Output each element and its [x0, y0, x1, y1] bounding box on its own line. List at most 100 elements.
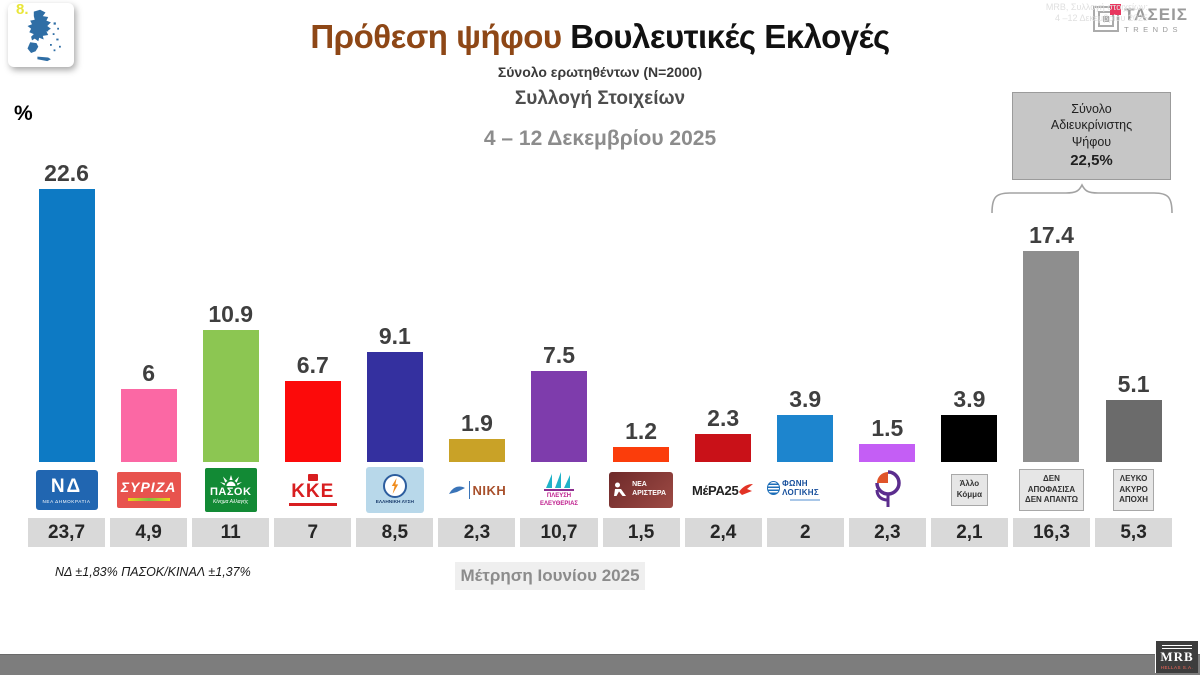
previous-value-niki: 2,3	[438, 518, 516, 547]
party-label-line: ΔΕΝ	[1043, 473, 1060, 483]
chart-columns: 22.6 ΝΔ ΝΕΑ ΔΗΜΟΚΡΑΤΙΑ 23,7 6 ΣΥΡΙΖΑ 4,9 10.9 ΠΑ…	[28, 160, 1173, 547]
previous-value-purple-logo-party: 2,3	[848, 518, 926, 547]
bar-zone-purple-logo-party: 1.5	[849, 160, 926, 462]
previous-value-foni-logikis: 2	[766, 518, 844, 547]
footer-bar	[0, 654, 1200, 675]
bar-zone-niki: 1.9	[438, 160, 515, 462]
bar-nea-aristera	[613, 447, 670, 462]
bar-elliniki-lysi	[366, 351, 423, 462]
lightning-icon	[391, 478, 399, 495]
bar-value-label-niki: 1.9	[460, 409, 493, 436]
logo-zone-foni-logikis: ΦΩΝΗ ΛΟΓΙΚΗΣ	[766, 462, 844, 518]
previous-value-nea-dimokratia: 23,7	[28, 518, 106, 547]
swallow-icon	[739, 484, 754, 495]
logo-row: ΦΩΝΗ ΛΟΓΙΚΗΣ	[766, 479, 844, 497]
bar-zone-allo-komma: 3.9	[931, 160, 1008, 462]
logo-zone-mera25: ΜέΡΑ25	[685, 462, 762, 518]
party-label-line: ΑΠΟΧΗ	[1119, 495, 1148, 505]
party-label-line: Κόμμα	[956, 490, 982, 499]
party-logo-nea-dimokratia: ΝΔ ΝΕΑ ΔΗΜΟΚΡΑΤΙΑ	[35, 470, 98, 510]
previous-measurement-box: Μέτρηση Ιουνίου 2025	[455, 562, 645, 590]
party-logo-pasok: ΠΑΣΟΚ Κίνημα Αλλαγής	[204, 468, 257, 512]
party-logo-text: ΜέΡΑ25	[691, 482, 739, 498]
party-column-elliniki-lysi: 9.1 ΕΛΛΗΝΙΚΗ ΛΥΣΗ 8,5	[356, 160, 434, 547]
party-logo-text: ΠΛΕΥΣΗ ΕΛΕΥΘΕΡΙΑΣ	[539, 493, 579, 507]
bar-value-label-nea-dimokratia: 22.6	[44, 160, 89, 186]
taseis-sub: TRENDS	[1124, 25, 1182, 34]
taseis-trends-logo: ΤΑΣΕΙΣ TRENDS	[1093, 4, 1188, 34]
taseis-squares-icon	[1093, 4, 1122, 32]
margin-of-error-note: ΝΔ ±1,83% ΠΑΣΟΚ/ΚΙΝΑΛ ±1,37%	[55, 565, 251, 579]
logo-zone-nea-aristera: ΝΕΑ ΑΡΙΣΤΕΡΑ	[603, 462, 680, 518]
party-logo-elliniki-lysi: ΕΛΛΗΝΙΚΗ ΛΥΣΗ	[365, 467, 424, 513]
party-label-box-lefko-akyro-apochi: ΛΕΥΚΟ ΑΚΥΡΟ ΑΠΟΧΗ	[1113, 468, 1154, 512]
logo-zone-allo-komma: Άλλο Κόμμα	[931, 462, 1008, 518]
party-column-kke: 6.7 ΚΚΕ 7	[274, 160, 352, 547]
party-label-line: Άλλο	[959, 479, 980, 489]
party-column-purple-logo-party: 1.5 2,3	[848, 160, 926, 547]
bar-zone-den-apofasisa: 17.4	[1013, 160, 1090, 462]
party-logo-foni-logikis: ΦΩΝΗ ΛΟΓΙΚΗΣ	[766, 479, 844, 501]
bar-allo-komma	[941, 414, 998, 462]
previous-value-kke: 7	[274, 518, 352, 547]
bar-value-label-nea-aristera: 1.2	[625, 418, 658, 445]
bar-kke	[284, 380, 341, 462]
party-column-nea-dimokratia: 22.6 ΝΔ ΝΕΑ ΔΗΜΟΚΡΑΤΙΑ 23,7	[28, 160, 106, 547]
previous-value-nea-aristera: 1,5	[602, 518, 680, 547]
bar-value-label-elliniki-lysi: 9.1	[378, 322, 411, 349]
divider-line	[468, 481, 470, 499]
collection-label: Συλλογή Στοιχείων	[514, 88, 686, 109]
sample-subtitle: Σύνολο ερωτηθέντων (N=2000)	[497, 64, 703, 80]
party-label-line: ΑΠΟΦΑΣΙΣΑ	[1027, 484, 1076, 494]
page-number: 8.	[16, 1, 29, 18]
bar-nea-dimokratia	[38, 189, 95, 462]
party-logo-text: ΝΕΑ ΑΡΙΣΤΕΡΑ	[632, 481, 667, 497]
page-title-accent: Πρόθεση ψήφου	[310, 18, 562, 55]
mrb-hellas-logo: MRB HELLAS S.A.	[1155, 641, 1198, 673]
compass-icon	[382, 474, 407, 499]
undecided-line: Αδιευκρίνιστης	[1050, 118, 1133, 133]
logo-underline-stripe	[790, 499, 821, 501]
previous-value-elliniki-lysi: 8,5	[356, 518, 434, 547]
previous-value-syriza: 4,9	[110, 518, 188, 547]
bar-value-label-purple-logo-party: 1.5	[871, 414, 904, 441]
previous-value-lefko-akyro-apochi: 5,3	[1095, 518, 1173, 547]
page-title-rest: Βουλευτικές Εκλογές	[570, 18, 890, 55]
bar-zone-foni-logikis: 3.9	[767, 160, 844, 462]
previous-value-plefsi-eleftherias: 10,7	[520, 518, 598, 547]
bar-zone-lefko-akyro-apochi: 5.1	[1095, 160, 1172, 462]
undecided-line: Σύνολο	[1071, 101, 1112, 116]
bar-value-label-plefsi-eleftherias: 7.5	[543, 342, 575, 369]
party-logo-mera25: ΜέΡΑ25	[692, 483, 754, 498]
undecided-value: 22,5%	[1070, 152, 1113, 170]
logo-zone-purple-logo-party	[849, 462, 926, 518]
party-logo-text: ΚΚΕ	[291, 481, 335, 502]
party-logo-nea-aristera: ΝΕΑ ΑΡΙΣΤΕΡΑ	[609, 472, 674, 508]
bar-value-label-lefko-akyro-apochi: 5.1	[1117, 371, 1150, 398]
logo-zone-plefsi-eleftherias: ΠΛΕΥΣΗ ΕΛΕΥΘΕΡΙΑΣ	[520, 462, 597, 518]
party-column-foni-logikis: 3.9 ΦΩΝΗ ΛΟΓΙΚΗΣ 2	[766, 160, 844, 547]
party-logo-subtext: Κίνημα Αλλαγής	[213, 499, 249, 506]
party-logo-text: ΦΩΝΗ ΛΟΓΙΚΗΣ	[782, 479, 819, 497]
party-label-line: ΑΚΥΡΟ	[1119, 484, 1148, 494]
party-logo-text: ΝΔ	[50, 475, 83, 497]
party-column-syriza: 6 ΣΥΡΙΖΑ 4,9	[110, 160, 188, 547]
party-logo-text: ΣΥΡΙΖΑ	[120, 479, 177, 495]
party-logo-purple-logo-party	[868, 467, 906, 514]
party-column-den-apofasisa: 17.4 ΔΕΝ ΑΠΟΦΑΣΙΣΑ ΔΕΝ ΑΠΑΝΤΩ 16,3	[1012, 160, 1091, 547]
party-column-pasok: 10.9 ΠΑΣΟΚ Κίνημα Αλλαγής 11	[192, 160, 270, 547]
party-logo-text: ΕΛΛΗΝΙΚΗ ΛΥΣΗ	[375, 500, 414, 506]
logo-underline-stripe	[127, 498, 170, 501]
party-column-allo-komma: 3.9 Άλλο Κόμμα 2,1	[930, 160, 1008, 547]
percent-axis-label: %	[14, 102, 33, 125]
logo-zone-niki: ΝΙΚΗ	[438, 462, 515, 518]
logo-zone-nea-dimokratia: ΝΔ ΝΕΑ ΔΗΜΟΚΡΑΤΙΑ	[28, 462, 105, 518]
party-logo-plefsi-eleftherias: ΠΛΕΥΣΗ ΕΛΕΥΘΕΡΙΑΣ	[532, 472, 586, 507]
undecided-brace	[991, 183, 1173, 213]
bar-value-label-syriza: 6	[142, 360, 156, 387]
bar-pasok	[202, 329, 259, 462]
bar-zone-nea-dimokratia: 22.6	[28, 160, 105, 462]
bar-value-label-den-apofasisa: 17.4	[1029, 222, 1074, 249]
footer-source-line1: MRB, Συλλογή στοιχείων:	[1045, 2, 1148, 12]
